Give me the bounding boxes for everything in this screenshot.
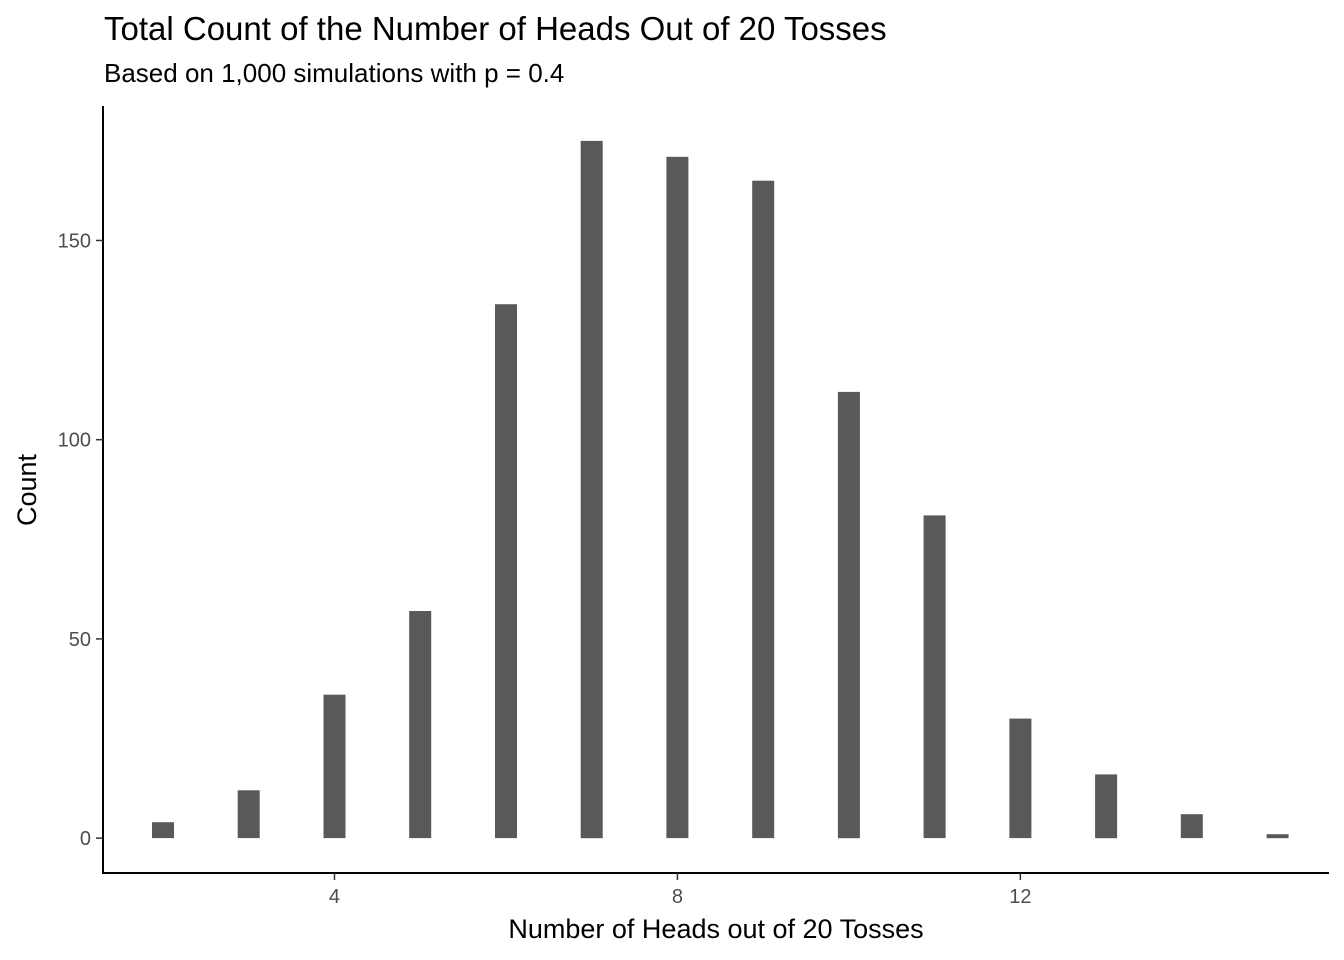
x-ticks-group: 4 8 12 xyxy=(329,873,1031,908)
bar-6 xyxy=(495,304,517,839)
x-tick-label-12: 12 xyxy=(1009,886,1031,908)
bar-4 xyxy=(323,694,346,839)
bar-15 xyxy=(1266,834,1289,839)
bar-11 xyxy=(923,515,946,839)
bar-7 xyxy=(580,140,603,839)
bar-12 xyxy=(1009,718,1032,839)
x-tick-label-8: 8 xyxy=(672,886,683,908)
bar-10 xyxy=(837,391,860,839)
bar-8 xyxy=(666,156,689,839)
y-tick-label-0: 0 xyxy=(80,828,91,850)
bar-14 xyxy=(1180,814,1203,839)
y-axis-title: Count xyxy=(12,453,42,526)
bars-group xyxy=(152,140,1289,839)
bar-5 xyxy=(409,611,432,839)
y-tick-label-150: 150 xyxy=(58,230,91,252)
bar-13 xyxy=(1095,774,1118,839)
bar-2 xyxy=(152,822,174,839)
x-axis-title: Number of Heads out of 20 Tosses xyxy=(508,914,923,944)
y-ticks-group: 0 50 100 150 xyxy=(58,230,103,850)
chart-subtitle: Based on 1,000 simulations with p = 0.4 xyxy=(104,58,565,88)
y-tick-label-100: 100 xyxy=(58,430,91,452)
chart-title: Total Count of the Number of Heads Out o… xyxy=(104,10,887,47)
y-tick-label-50: 50 xyxy=(69,629,91,651)
bar-9 xyxy=(752,180,775,839)
x-tick-label-4: 4 xyxy=(329,886,340,908)
bar-3 xyxy=(237,790,260,839)
